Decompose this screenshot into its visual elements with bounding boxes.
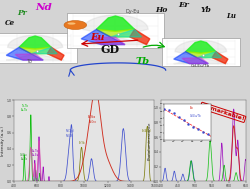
Circle shape	[64, 21, 86, 29]
Point	[190, 125, 194, 129]
Text: Remarkable!: Remarkable!	[200, 103, 244, 122]
FancyBboxPatch shape	[66, 13, 164, 48]
Text: Yb: Yb	[200, 6, 211, 14]
Point	[181, 119, 185, 122]
FancyBboxPatch shape	[0, 33, 76, 63]
Polygon shape	[19, 47, 57, 54]
Polygon shape	[96, 29, 141, 37]
Text: Nd: Nd	[35, 3, 52, 12]
Ellipse shape	[67, 22, 75, 25]
Polygon shape	[173, 40, 227, 64]
Point	[171, 112, 175, 115]
Text: Tb: Tb	[27, 59, 33, 64]
Polygon shape	[19, 36, 51, 49]
Text: Eu,Tb
Eu,Eu: Eu,Tb Eu,Eu	[31, 149, 38, 157]
Text: Gd-Eu/Tb: Gd-Eu/Tb	[190, 64, 210, 68]
Text: Er(4I3a): Er(4I3a)	[141, 129, 151, 133]
Polygon shape	[81, 29, 124, 45]
Polygon shape	[185, 52, 221, 58]
Polygon shape	[91, 37, 124, 45]
Point	[205, 132, 209, 136]
Text: Br,Yba
Br,Gro: Br,Yba Br,Gro	[88, 115, 96, 124]
Polygon shape	[110, 29, 141, 37]
Text: Tb,Tb
Eu,Tb: Tb,Tb Eu,Tb	[21, 104, 28, 112]
Polygon shape	[173, 52, 208, 64]
Text: Tb: Tb	[135, 57, 149, 66]
Polygon shape	[185, 41, 215, 53]
Text: Er: Er	[178, 1, 188, 9]
FancyBboxPatch shape	[161, 38, 239, 66]
Text: Gd-Eu/Tb: Gd-Eu/Tb	[189, 114, 201, 118]
Polygon shape	[129, 29, 149, 45]
Polygon shape	[31, 47, 57, 54]
Point	[166, 109, 170, 112]
Text: Lu: Lu	[225, 12, 235, 20]
Polygon shape	[47, 47, 64, 60]
Text: Ho: Ho	[155, 6, 167, 14]
Y-axis label: Photoluminescence: Photoluminescence	[147, 122, 151, 160]
Polygon shape	[6, 35, 64, 60]
Point	[176, 116, 180, 119]
Polygon shape	[15, 54, 43, 60]
Text: Ce: Ce	[5, 19, 15, 27]
Text: Eu: Eu	[90, 33, 104, 42]
Text: GD: GD	[100, 44, 119, 55]
Y-axis label: Intensity (a.u.): Intensity (a.u.)	[1, 126, 5, 156]
Polygon shape	[96, 16, 134, 31]
Polygon shape	[81, 15, 149, 45]
Point	[200, 131, 204, 134]
Text: Pr: Pr	[18, 9, 27, 17]
Text: Er,Yb: Er,Yb	[78, 141, 84, 145]
Point	[162, 107, 166, 110]
Polygon shape	[181, 58, 208, 64]
Point	[195, 128, 199, 131]
Point	[186, 122, 190, 125]
Text: Eu: Eu	[189, 106, 193, 110]
Text: Nd(2p)
Nd(4f): Nd(2p) Nd(4f)	[66, 129, 74, 138]
Polygon shape	[211, 52, 227, 64]
Polygon shape	[6, 47, 43, 60]
Text: Dy-Eu: Dy-Eu	[125, 9, 140, 14]
Polygon shape	[196, 52, 221, 58]
Text: Gd,Eu
Eu,Tb: Gd,Eu Eu,Tb	[20, 153, 28, 161]
